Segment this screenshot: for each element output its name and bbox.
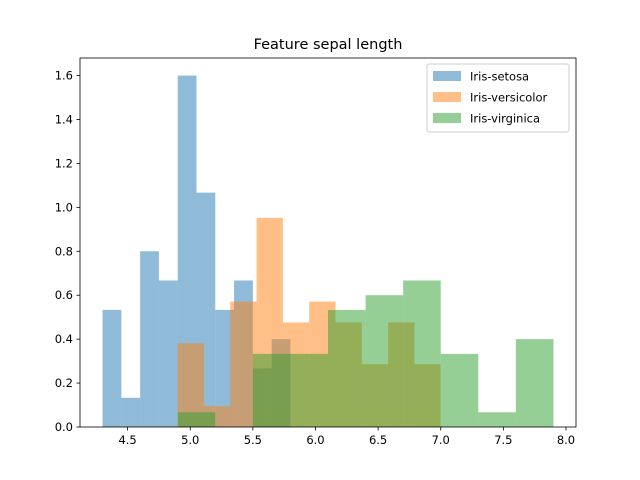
bar-iris-virginica-0 (177, 412, 216, 427)
bars-layer (102, 75, 554, 428)
y-tick-label: 1.2 (55, 156, 73, 170)
y-tick-label: 0.0 (55, 420, 73, 434)
bar-iris-virginica-5 (365, 295, 404, 427)
bar-iris-versicolor-2 (230, 301, 257, 427)
legend-swatch-iris-setosa (433, 71, 461, 81)
y-tick-label: 0.6 (55, 288, 73, 302)
y-tick-label: 1.0 (55, 200, 73, 214)
bar-iris-setosa-4 (177, 75, 197, 428)
bar-iris-setosa-0 (102, 309, 122, 427)
bar-iris-virginica-6 (403, 280, 441, 427)
x-tick-label: 4.5 (118, 433, 136, 447)
bar-iris-setosa-6 (215, 309, 235, 427)
legend-swatch-iris-virginica (433, 113, 461, 123)
y-tick-label: 1.4 (55, 113, 73, 127)
y-tick-label: 0.8 (55, 244, 73, 258)
x-tick-label: 7.5 (494, 433, 512, 447)
legend-swatch-iris-versicolor (433, 92, 461, 102)
legend-label-iris-versicolor: Iris-versicolor (470, 91, 548, 105)
x-tick-label: 6.0 (306, 433, 324, 447)
chart-title: Feature sepal length (254, 37, 403, 53)
bar-iris-virginica-3 (290, 353, 328, 427)
bar-iris-setosa-3 (158, 280, 178, 427)
x-tick-label: 6.5 (369, 433, 387, 447)
bar-iris-virginica-8 (478, 412, 516, 427)
axes-layer: 4.5 5.0 5.5 6.0 6.5 7.0 7.5 8.0 0.0 0.2 0.4 0.6 0.8 1… (55, 57, 577, 447)
legend-label-iris-virginica: Iris-virginica (470, 112, 540, 126)
bar-iris-setosa-1 (121, 397, 141, 427)
x-tick-label: 5.0 (181, 433, 199, 447)
axes-frame (79, 57, 577, 428)
bar-iris-setosa-2 (140, 251, 159, 427)
x-tick-label: 5.5 (244, 433, 262, 447)
x-tick-label: 8.0 (557, 433, 575, 447)
bar-iris-virginica-4 (328, 309, 366, 427)
legend-box (426, 63, 570, 133)
y-tick-label: 0.4 (55, 332, 73, 346)
legend: Iris-setosa Iris-versicolor Iris-virginica (426, 63, 570, 133)
bar-iris-virginica-9 (515, 339, 554, 427)
bar-iris-virginica-2 (252, 353, 291, 427)
legend-label-iris-setosa: Iris-setosa (470, 70, 529, 84)
x-tick-label: 7.0 (432, 433, 450, 447)
y-tick-label: 0.2 (55, 376, 73, 390)
y-tick-label: 1.6 (55, 69, 73, 83)
bar-iris-virginica-7 (440, 353, 479, 427)
